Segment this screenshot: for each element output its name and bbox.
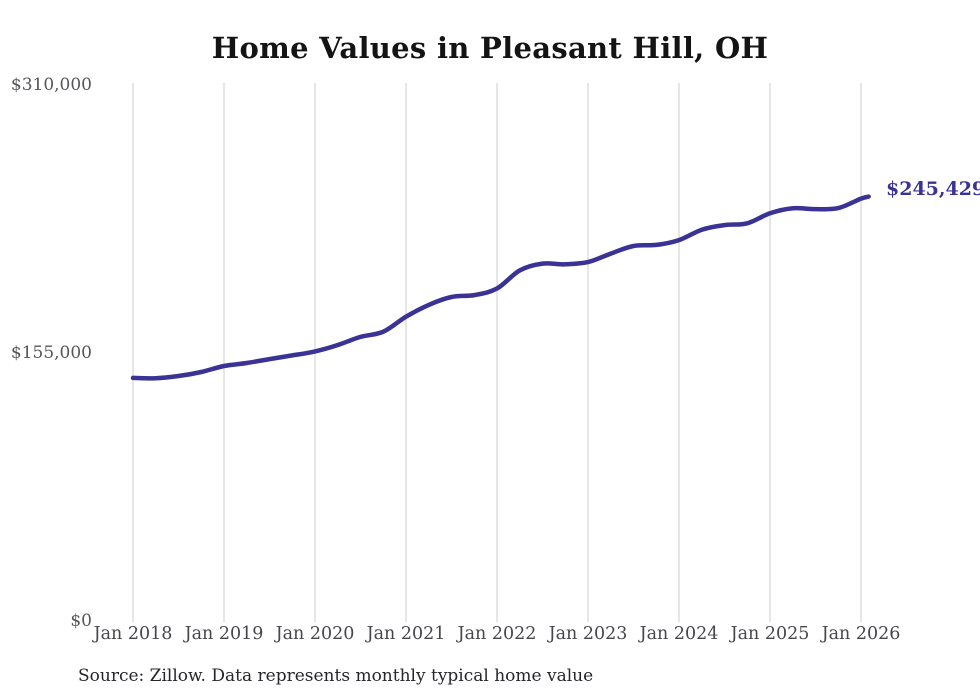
y-axis-tick: $0: [70, 611, 92, 631]
y-axis-tick: $310,000: [10, 75, 92, 95]
x-axis-tick: Jan 2021: [366, 624, 446, 644]
x-axis-tick: Jan 2026: [821, 624, 901, 644]
x-axis-tick: Jan 2018: [93, 624, 173, 644]
gridlines: [132, 83, 862, 622]
x-axis-tick: Jan 2020: [275, 624, 355, 644]
x-axis-tick: Jan 2023: [548, 624, 628, 644]
source-note: Source: Zillow. Data represents monthly …: [78, 666, 594, 686]
x-axis-tick: Jan 2022: [457, 624, 537, 644]
x-axis-tick: Jan 2019: [184, 624, 264, 644]
y-axis-tick: $155,000: [10, 343, 92, 363]
x-axis-tick: Jan 2025: [730, 624, 810, 644]
home-value-line: [130, 194, 871, 381]
x-axis-tick: Jan 2024: [639, 624, 719, 644]
chart-title: Home Values in Pleasant Hill, OH: [211, 31, 769, 65]
end-value-label: $245,429: [886, 178, 980, 200]
